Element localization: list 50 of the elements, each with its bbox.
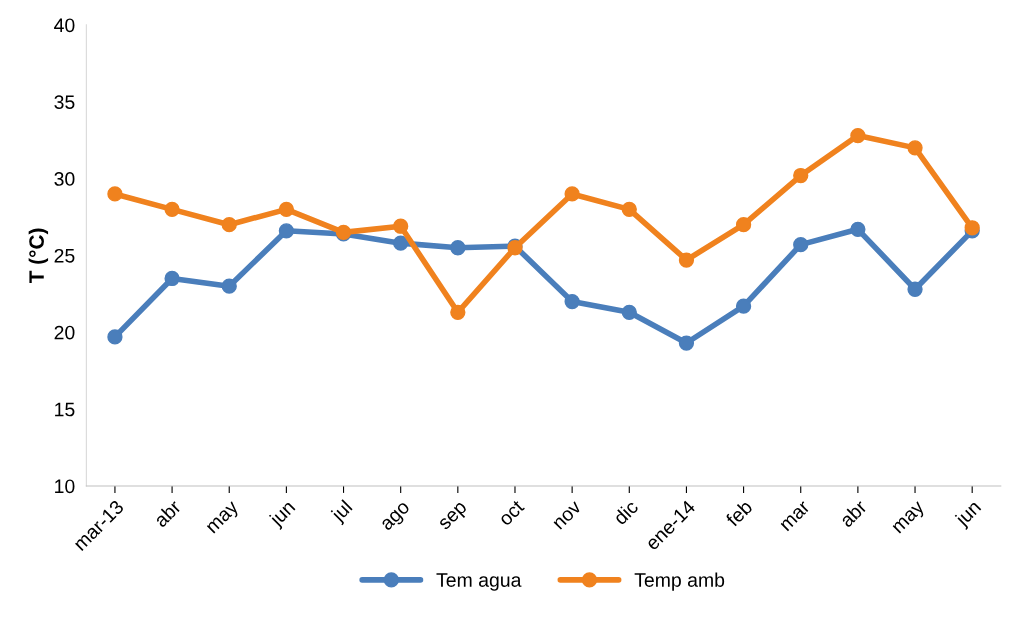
point [450,240,466,256]
x-tick-label: sep [438,501,471,534]
legend-label: Temp amb [634,572,725,591]
x-tick-label: may [892,501,928,537]
point [621,201,637,217]
point [564,293,580,310]
x-tick-label: jun [267,499,299,530]
y-axis-title: T (°C) [28,228,49,284]
x-tick-label: mar [780,501,811,532]
point [850,127,866,144]
x-tick-label: abr [838,498,868,528]
x-tick-label: may [206,501,243,537]
point [107,186,123,202]
point [278,223,295,239]
point [907,140,923,156]
point [678,335,695,351]
y-tick-label: 20 [54,325,75,340]
x-tick-label: dic [612,498,640,526]
legend-label: Tem agua [436,573,522,591]
point [221,278,237,294]
y-tick-label: 10 [55,479,75,494]
point [678,252,695,268]
point [621,304,637,320]
point [278,201,295,217]
x-tick-label: nov [553,501,583,530]
point [735,217,752,233]
x-tick-label: abr [152,498,182,528]
point [907,281,923,297]
x-tick-label: jul [329,499,356,526]
point [393,235,409,251]
point [393,218,409,234]
y-tick-label: 30 [54,172,75,186]
point [107,329,123,345]
point [221,217,237,233]
y-tick-label: 25 [54,248,75,263]
point [793,167,809,184]
point [793,237,809,253]
point [850,221,866,237]
point [164,270,180,287]
point [564,186,580,202]
x-tick-label: feb [724,499,754,528]
x-tick-label: jun [953,499,985,530]
x-tick-label: ago [380,501,413,534]
point [735,298,752,314]
y-tick-label: 35 [54,95,75,109]
point [450,304,466,320]
y-tick-label: 40 [54,18,75,33]
x-tick-label: oct [498,499,525,527]
y-tick-label: 15 [55,402,75,417]
point [164,201,180,217]
